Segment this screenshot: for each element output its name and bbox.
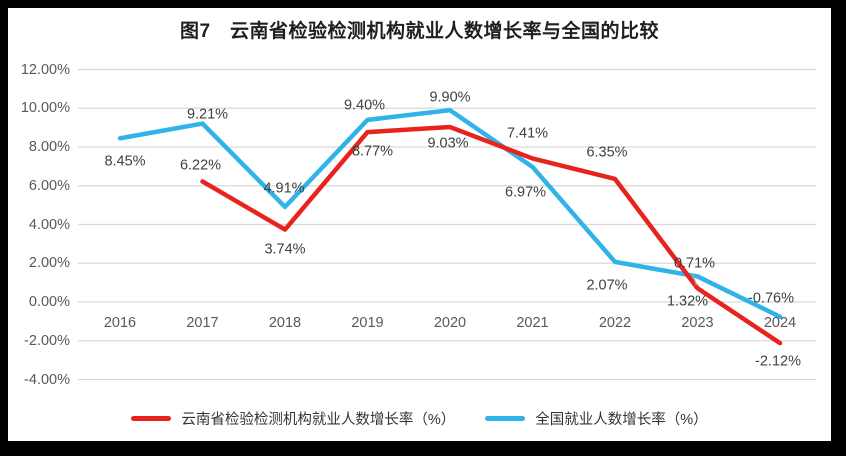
x-axis-tick-label: 2019 — [351, 315, 384, 331]
yunnan-series-line — [200, 124, 783, 346]
y-axis-tick-label: 2.00% — [28, 255, 70, 272]
national-data-label-2016: 8.45% — [104, 153, 146, 170]
legend-label-yunnan: 云南省检验检测机构就业人数增长率（%） — [181, 412, 456, 428]
national-data-label-2024: -0.76% — [748, 290, 794, 307]
x-axis-tick-label: 2020 — [433, 315, 467, 331]
national-data-label-2022: 2.07% — [586, 277, 628, 294]
national-series-line — [117, 107, 783, 319]
national-data-label-2018: 4.91% — [263, 180, 305, 197]
yunnan-data-label-2023: 0.71% — [673, 255, 716, 272]
legend-item-national: 全国就业人数增长率（%） — [485, 408, 708, 429]
x-axis-tick-label: 2016 — [103, 315, 137, 331]
legend-item-yunnan: 云南省检验检测机构就业人数增长率（%） — [131, 408, 455, 429]
chart-panel: 图7 云南省检验检测机构就业人数增长率与全国的比较 12.00% 10.00% 8.… — [8, 8, 831, 441]
yunnan-data-label-2018: 3.74% — [264, 241, 306, 258]
legend: 云南省检验检测机构就业人数增长率（%） 全国就业人数增长率（%） — [8, 408, 831, 429]
national-data-label-2019: 9.40% — [343, 97, 386, 114]
yunnan-data-label-2021: 7.41% — [506, 125, 549, 142]
yunnan-data-label-2019: 8.77% — [351, 143, 394, 160]
y-axis-tick-label: 10.00% — [20, 100, 70, 117]
y-axis-tick-label: 0.00% — [28, 294, 70, 310]
yunnan-data-label-2024: -2.12% — [755, 353, 801, 370]
y-axis-tick-label: 8.00% — [28, 139, 70, 155]
y-axis-tick-label: -2.00% — [24, 332, 70, 349]
y-axis-tick-label: -4.00% — [24, 371, 70, 388]
legend-swatch-blue-line — [485, 416, 526, 421]
national-data-label-2017: 9.21% — [186, 106, 229, 123]
national-data-label-2020: 9.90% — [429, 89, 471, 106]
x-axis-tick-label: 2021 — [516, 315, 549, 331]
yunnan-data-label-2017: 6.22% — [179, 157, 222, 174]
national-data-label-2023: 1.32% — [666, 293, 709, 310]
x-axis-tick-label: 2022 — [598, 315, 632, 331]
line-chart-plot — [78, 68, 816, 381]
y-axis-tick-label: 12.00% — [20, 61, 70, 78]
legend-swatch-red-line — [131, 416, 172, 421]
chart-title: 图7 云南省检验检测机构就业人数增长率与全国的比较 — [179, 21, 660, 42]
y-axis-tick-label: 4.00% — [28, 216, 70, 233]
x-axis-tick-label: 2018 — [268, 315, 302, 331]
yunnan-data-label-2020: 9.03% — [427, 135, 469, 152]
data-label-leader-line — [691, 274, 698, 286]
x-axis-tick-label: 2023 — [681, 315, 714, 331]
national-data-label-2021: 6.97% — [504, 184, 547, 201]
legend-label-national: 全国就业人数增长率（%） — [535, 412, 708, 428]
x-axis-tick-label: 2017 — [186, 315, 219, 331]
y-axis-tick-label: 6.00% — [28, 177, 70, 194]
yunnan-data-label-2022: 6.35% — [586, 144, 628, 161]
x-axis-tick-label: 2024 — [763, 315, 797, 331]
